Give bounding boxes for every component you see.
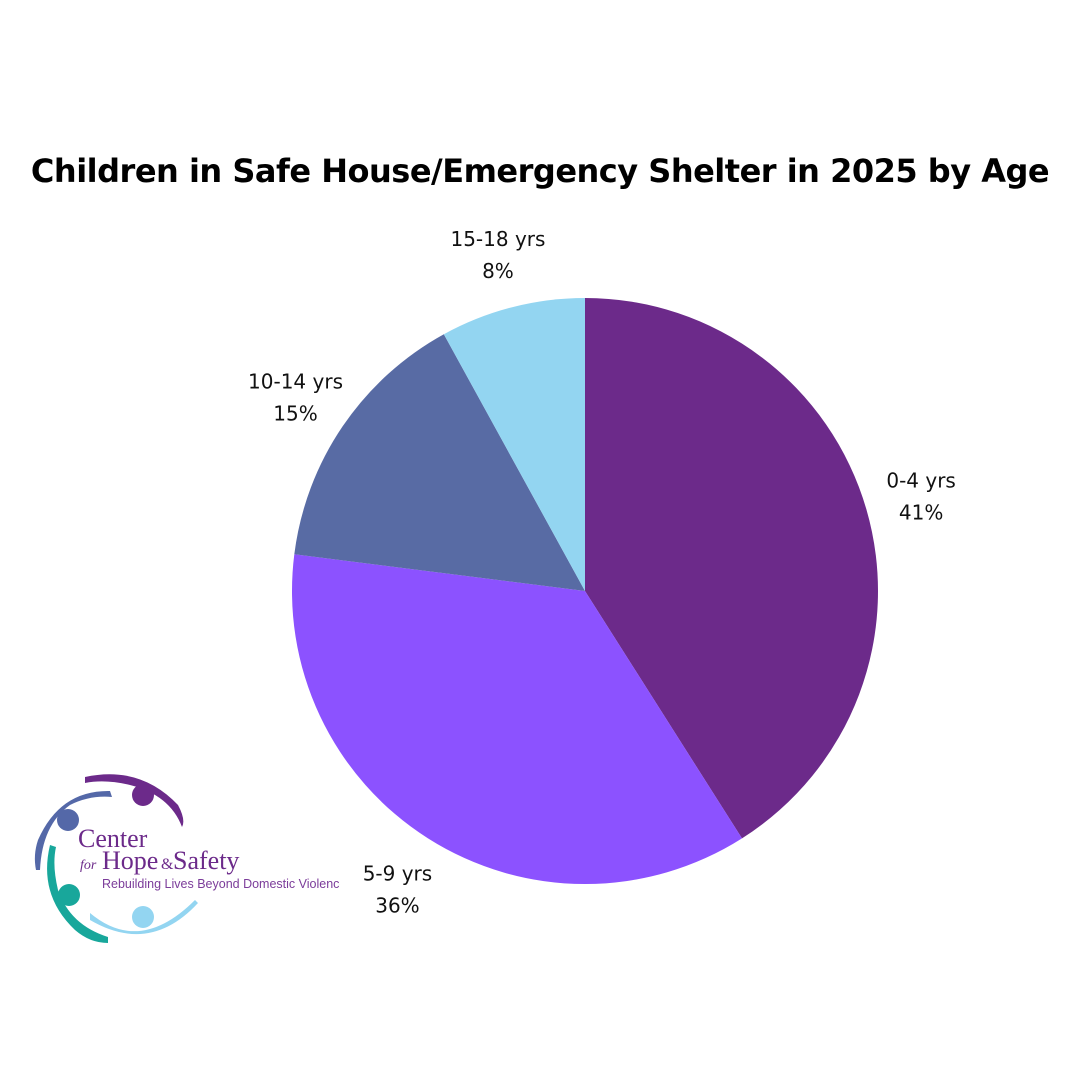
- slice-label: 0-4 yrs 41%: [886, 468, 956, 524]
- logo-text-hope: Hope: [102, 846, 158, 875]
- pie-slice-0-4-yrs: [585, 298, 878, 839]
- slice-label: 10-14 yrs 15%: [248, 369, 343, 425]
- pie-slice-15-18-yrs: [443, 298, 585, 591]
- logo-text-center: Center: [78, 824, 148, 853]
- logo-head-light: [132, 906, 154, 928]
- logo-figure-light: [90, 900, 198, 935]
- pie-slice-5-9-yrs: [292, 554, 742, 884]
- logo-text-for: for: [80, 858, 97, 873]
- slice-label: 15-18 yrs 8%: [450, 227, 545, 283]
- pie-slice-10-14-yrs: [294, 334, 585, 591]
- logo-head-purple: [132, 784, 154, 806]
- logo-tagline: Rebuilding Lives Beyond Domestic Violenc…: [102, 877, 340, 891]
- chart-title: Children in Safe House/Emergency Shelter…: [30, 152, 1050, 190]
- logo-text-safety: Safety: [173, 846, 239, 875]
- slice-label: 5-9 yrs 36%: [363, 862, 433, 918]
- logo-text-amp: &: [161, 856, 174, 873]
- logo-wordmark: Center for Hope & Safety Rebuilding Live…: [78, 824, 340, 891]
- logo-head-teal: [58, 884, 80, 906]
- logo-figure-purple: [85, 774, 184, 827]
- logo-head-blue: [57, 809, 79, 831]
- center-for-hope-and-safety-logo: Center for Hope & Safety Rebuilding Live…: [34, 774, 340, 943]
